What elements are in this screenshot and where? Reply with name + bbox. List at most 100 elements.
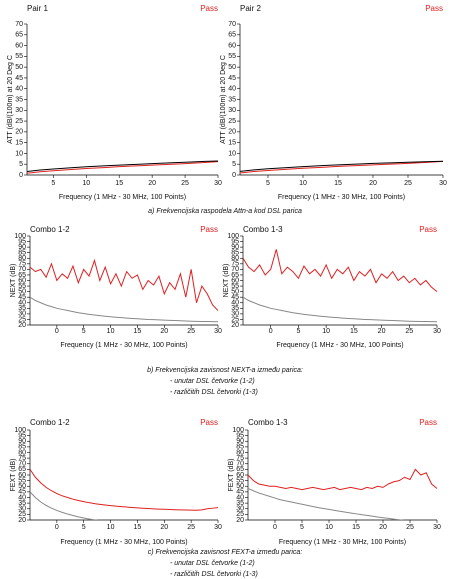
y-tick-label: 75 <box>236 455 244 462</box>
y-tick-label: 20 <box>228 129 236 136</box>
y-tick-label: 30 <box>228 107 236 114</box>
y-tick-label: 30 <box>18 311 26 318</box>
x-tick-label: 15 <box>350 328 358 335</box>
y-tick-label: 90 <box>18 244 26 251</box>
x-axis-label: Frequency (1 MHz - 30 MHz, 100 Points) <box>59 194 186 201</box>
y-tick-label: 50 <box>18 483 26 490</box>
caption: b) Frekvencijska zavisnost NEXT-a između… <box>147 367 303 374</box>
y-tick-label: 95 <box>18 432 26 439</box>
chart-title: Combo 1-3 <box>248 418 288 427</box>
y-tick-label: 85 <box>18 444 26 451</box>
x-tick-label: 5 <box>82 328 86 335</box>
series-line <box>240 160 444 174</box>
y-tick-label: 60 <box>236 472 244 479</box>
y-tick-label: 75 <box>18 261 26 268</box>
y-tick-label: 20 <box>231 322 239 329</box>
y-axis-label: ATT (dB/(100m) at 20 Deg C <box>220 55 227 144</box>
y-tick-label: 45 <box>236 489 244 496</box>
x-axis-label: Frequency (1 MHz - 30 MHz, 100 Points) <box>60 342 187 349</box>
y-tick-label: 80 <box>236 449 244 456</box>
y-tick-label: 0 <box>19 172 23 179</box>
y-tick-label: 25 <box>228 118 236 125</box>
x-tick-label: 5 <box>300 524 304 531</box>
y-tick-label: 15 <box>15 139 23 146</box>
chart-title: Combo 1-2 <box>30 418 70 427</box>
y-tick-label: 10 <box>228 150 236 157</box>
x-tick-label: 25 <box>187 328 195 335</box>
x-tick-label: 15 <box>352 524 360 531</box>
x-tick-label: 10 <box>107 328 115 335</box>
y-tick-label: 100 <box>14 427 26 434</box>
status: Pass <box>425 4 443 13</box>
y-tick-label: 20 <box>15 129 23 136</box>
x-tick-label: 0 <box>55 328 59 335</box>
x-tick-label: 0 <box>273 524 277 531</box>
status: Pass <box>419 225 437 234</box>
y-tick-label: 40 <box>228 86 236 93</box>
x-tick-label: 20 <box>148 180 156 187</box>
x-tick-label: 20 <box>379 524 387 531</box>
x-tick-label: 25 <box>405 328 413 335</box>
chart-title: Combo 1-2 <box>30 225 70 234</box>
x-tick-label: 5 <box>82 524 86 531</box>
y-tick-label: 35 <box>231 305 239 312</box>
caption: - unutar DSL četvorke (1-2) <box>170 378 255 385</box>
caption: - različitih DSL četvorki (1-3) <box>170 571 258 578</box>
x-tick-label: 0 <box>55 524 59 531</box>
y-tick-label: 30 <box>18 506 26 513</box>
status: Pass <box>200 225 218 234</box>
x-tick-label: 20 <box>369 180 377 187</box>
y-tick-label: 50 <box>231 288 239 295</box>
y-tick-label: 20 <box>18 322 26 329</box>
y-tick-label: 25 <box>18 511 26 518</box>
y-tick-label: 35 <box>18 500 26 507</box>
y-tick-label: 45 <box>18 489 26 496</box>
x-tick-label: 25 <box>406 524 414 531</box>
y-tick-label: 20 <box>236 517 244 524</box>
y-tick-label: 85 <box>236 444 244 451</box>
y-tick-label: 55 <box>231 283 239 290</box>
y-tick-label: 80 <box>18 449 26 456</box>
y-tick-label: 60 <box>18 472 26 479</box>
caption: c) Frekvencijska zavisnost FEXT-a između… <box>148 549 303 556</box>
y-tick-label: 70 <box>228 21 236 28</box>
y-tick-label: 70 <box>18 266 26 273</box>
y-tick-label: 95 <box>236 432 244 439</box>
y-tick-label: 60 <box>228 42 236 49</box>
series-line <box>243 249 438 293</box>
series-line <box>30 296 219 323</box>
chart-title: Pair 1 <box>27 4 48 13</box>
y-tick-label: 70 <box>18 461 26 468</box>
y-tick-label: 5 <box>232 161 236 168</box>
caption: - različitih DSL četvorki (1-3) <box>170 389 258 396</box>
y-tick-label: 50 <box>228 64 236 71</box>
y-tick-label: 55 <box>18 283 26 290</box>
chart-title: Combo 1-3 <box>243 225 283 234</box>
status: Pass <box>419 418 437 427</box>
y-tick-label: 100 <box>227 233 239 240</box>
y-axis-label: NEXT (dB) <box>10 264 17 298</box>
series-line <box>248 468 438 491</box>
y-tick-label: 30 <box>231 311 239 318</box>
y-tick-label: 45 <box>15 75 23 82</box>
x-tick-label: 25 <box>187 524 195 531</box>
y-tick-label: 25 <box>15 118 23 125</box>
y-tick-label: 30 <box>236 506 244 513</box>
x-tick-label: 15 <box>334 180 342 187</box>
series-line <box>27 161 219 174</box>
y-tick-label: 70 <box>231 266 239 273</box>
y-tick-label: 60 <box>18 277 26 284</box>
x-axis-label: Frequency (1 MHz - 30 MHz, 100 Points) <box>276 342 403 349</box>
y-tick-label: 40 <box>18 300 26 307</box>
y-tick-label: 80 <box>231 255 239 262</box>
y-tick-label: 50 <box>236 483 244 490</box>
y-tick-label: 65 <box>228 32 236 39</box>
y-tick-label: 100 <box>232 427 244 434</box>
y-tick-label: 80 <box>18 255 26 262</box>
series-line <box>243 296 438 323</box>
status: Pass <box>200 4 218 13</box>
y-tick-label: 100 <box>14 233 26 240</box>
y-tick-label: 40 <box>231 300 239 307</box>
y-tick-label: 25 <box>236 511 244 518</box>
